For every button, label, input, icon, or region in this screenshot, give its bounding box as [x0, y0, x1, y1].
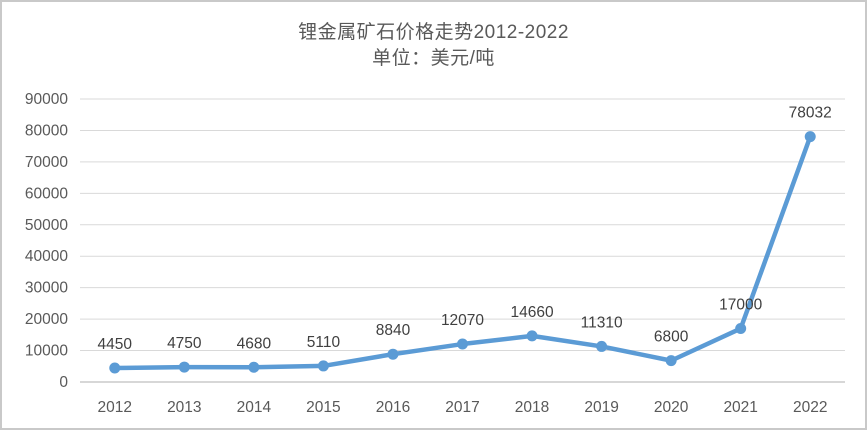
data-point-marker: [109, 362, 121, 374]
data-label: 4750: [167, 335, 202, 352]
chart-title: 锂金属矿石价格走势2012-2022: [298, 22, 569, 43]
x-tick-label: 2018: [515, 399, 549, 416]
data-point-marker: [526, 330, 538, 342]
data-label: 4450: [98, 336, 133, 353]
x-tick-label: 2020: [654, 399, 689, 416]
y-tick-label: 40000: [25, 248, 68, 265]
x-tick-label: 2013: [167, 399, 201, 416]
data-label: 6800: [654, 329, 689, 346]
y-tick-label: 80000: [25, 122, 68, 139]
data-label: 11310: [581, 314, 623, 331]
data-point-marker: [387, 348, 399, 360]
y-tick-label: 60000: [25, 185, 68, 202]
x-tick-label: 2015: [306, 399, 340, 416]
data-label: 8840: [376, 322, 411, 339]
data-label: 4680: [237, 335, 272, 352]
x-tick-label: 2021: [723, 399, 757, 416]
data-point-marker: [804, 131, 816, 143]
data-label: 78032: [789, 105, 832, 122]
data-point-marker: [248, 361, 260, 373]
y-tick-label: 50000: [25, 217, 68, 234]
y-tick-label: 0: [59, 374, 68, 391]
x-tick-label: 2016: [376, 399, 410, 416]
chart-subtitle: 单位：美元/吨: [372, 48, 495, 69]
data-point-marker: [178, 361, 190, 373]
data-point-marker: [317, 360, 329, 372]
data-point-marker: [665, 355, 677, 367]
data-point-marker: [735, 323, 747, 335]
data-point-marker: [596, 340, 608, 352]
data-label: 5110: [307, 334, 341, 351]
y-tick-label: 10000: [25, 343, 68, 360]
data-label: 17000: [719, 297, 762, 314]
x-tick-label: 2022: [793, 399, 827, 416]
data-label: 14660: [510, 304, 553, 321]
x-tick-label: 2014: [237, 399, 272, 416]
x-tick-label: 2012: [98, 399, 132, 416]
data-label: 12070: [441, 312, 484, 329]
y-tick-label: 70000: [25, 154, 68, 171]
y-tick-label: 30000: [25, 280, 68, 297]
x-tick-label: 2019: [584, 399, 618, 416]
x-tick-label: 2017: [445, 399, 479, 416]
data-point-marker: [457, 338, 468, 350]
y-tick-label: 90000: [25, 91, 68, 108]
price-line: [112, 134, 813, 371]
y-tick-label: 20000: [25, 311, 68, 328]
